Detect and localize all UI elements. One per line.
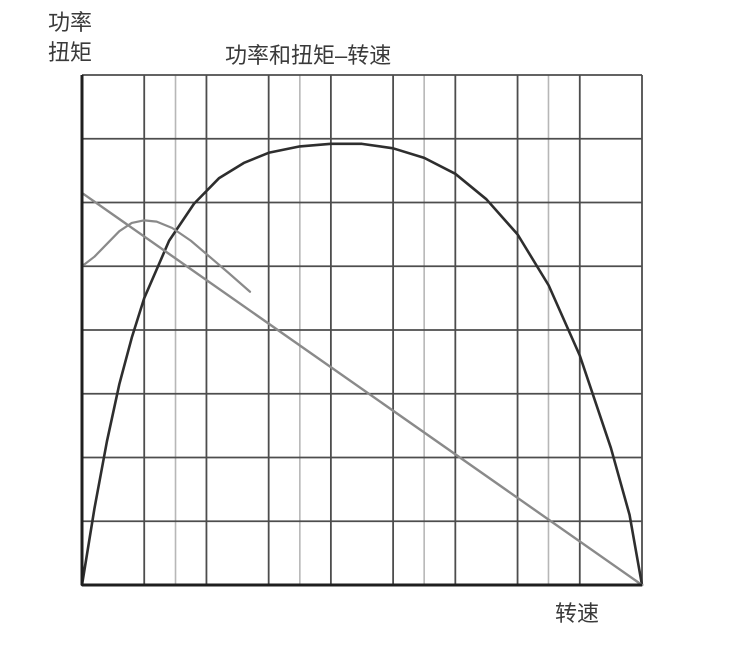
plot-svg	[0, 0, 737, 645]
series-torque_line	[82, 193, 642, 585]
series-secondary_curve	[82, 220, 250, 291]
chart-canvas: 功率 扭矩 功率和扭矩–转速 转速	[0, 0, 737, 645]
series-power_curve	[82, 144, 642, 585]
